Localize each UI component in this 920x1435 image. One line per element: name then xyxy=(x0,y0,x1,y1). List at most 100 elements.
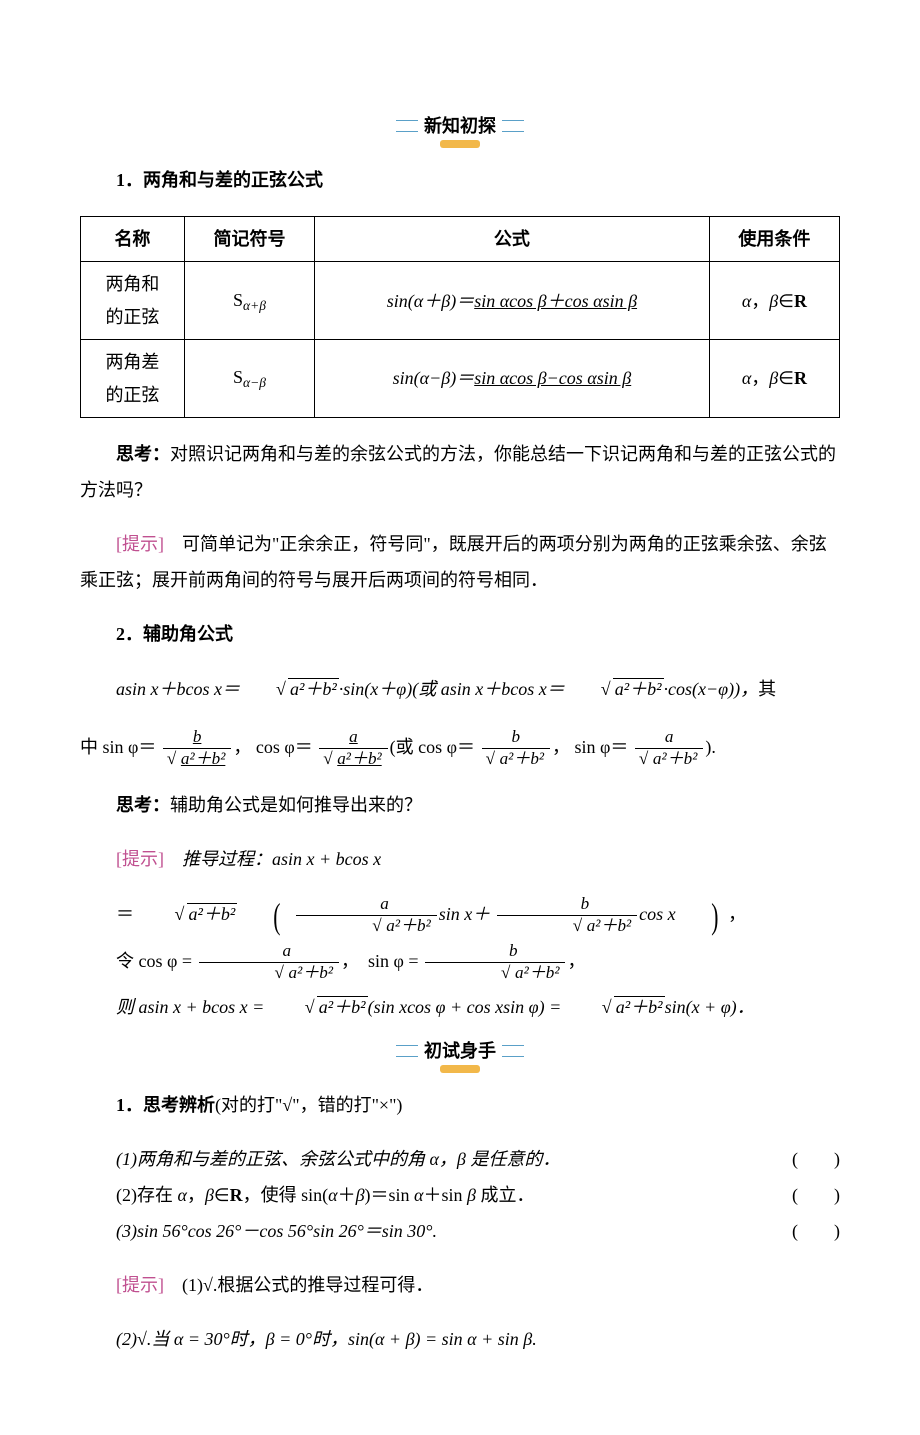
hint-text: (1)√.根据公式的推导过程可得． xyxy=(182,1275,433,1295)
page: 新知初探 1．两角和与差的正弦公式 名称 简记符号 公式 使用条件 两角和 的正… xyxy=(0,0,920,1435)
big-paren-right: ) xyxy=(690,898,719,934)
paren-blank: ( ) xyxy=(756,1141,840,1177)
part-a: 则 asin x + bcos x = xyxy=(116,997,264,1017)
den: a²＋b² xyxy=(585,915,633,935)
frac-b: b a²＋b² xyxy=(423,942,567,983)
frac-a-over-root: a a²＋b² xyxy=(317,728,389,769)
frac-a-over-root-2: a a²＋b² xyxy=(633,728,705,769)
aux-formula-line2: 中 sin φ＝ b a²＋b² ， cos φ＝ a a²＋b² (或 cos… xyxy=(80,728,840,769)
formula-lhs: sin(α＋β)＝ xyxy=(387,291,474,311)
big-paren-left: ( xyxy=(251,898,280,934)
banner-text: 新知初探 xyxy=(424,116,496,136)
num: a xyxy=(296,895,436,915)
name-line2: 的正弦 xyxy=(105,307,159,327)
den: a²＋b² xyxy=(335,748,383,768)
think-text: 对照识记两角和与差的余弦公式的方法，你能总结一下识记两角和与差的正弦公式的方法吗… xyxy=(80,444,836,500)
q1-title: 1．思考辨析(对的打"√"，错的打"×") xyxy=(80,1087,840,1123)
den: a²＋b² xyxy=(384,915,432,935)
root1: a²＋b² xyxy=(317,996,368,1017)
line2-pre: 中 sin φ＝ xyxy=(80,737,156,757)
banner-text: 初试身手 xyxy=(424,1041,496,1061)
paren-blank: ( ) xyxy=(756,1177,840,1213)
den: a²＋b² xyxy=(287,962,335,982)
pre: 令 cos φ = xyxy=(116,951,192,971)
part-b: (sin xcos φ + cos xsin φ) = xyxy=(368,997,562,1017)
banner-xinzhi: 新知初探 xyxy=(80,108,840,144)
num: b xyxy=(163,728,231,748)
num: b xyxy=(482,728,550,748)
aux-formula-line1: asin x＋bcos x＝a²＋b²·sin(x＋φ)(或 asin x＋bc… xyxy=(80,670,840,710)
item-text: (2)存在 α，β∈R，使得 sin(α＋β)＝sin α＋sin β 成立． xyxy=(80,1177,534,1213)
root-ab2: a²＋b² xyxy=(613,678,664,699)
sinxphi: ·sin(x＋φ) xyxy=(339,679,412,699)
cosphi: cos φ＝ xyxy=(256,737,313,757)
think-label: 思考： xyxy=(116,444,170,464)
cell-name: 两角和 的正弦 xyxy=(81,262,185,340)
cell-symbol: Sα−β xyxy=(184,340,314,418)
den: a²＋b² xyxy=(651,748,699,768)
frac-a: a a²＋b² xyxy=(197,942,341,983)
derive-line2: 令 cos φ = a a²＋b² ， sin φ = b a²＋b² ， xyxy=(80,942,840,983)
comma2: ， xyxy=(552,737,570,757)
hint-1: [提示] 可简单记为"正余余正，符号同"，既展开后的两项分别为两角的正弦乘余弦、… xyxy=(80,526,840,598)
cosx: cos x xyxy=(639,904,675,924)
sinx: sin x＋ xyxy=(439,904,491,924)
root: a²＋b² xyxy=(187,903,238,924)
tail: 其 xyxy=(758,679,776,699)
think-label: 思考： xyxy=(116,795,170,815)
derive-line1: ＝ a²＋b² ( a a²＋b² sin x＋ b a²＋b² cos x )… xyxy=(80,895,840,936)
cell-cond: α，β∈R xyxy=(709,340,839,418)
cell-formula: sin(α−β)＝sin αcos β−cos αsin β xyxy=(315,340,710,418)
think-text: 辅助角公式是如何推导出来的？ xyxy=(170,795,422,815)
root-ab: a²＋b² xyxy=(288,678,339,699)
num: b xyxy=(425,942,565,962)
banner-chushi: 初试身手 xyxy=(80,1033,840,1069)
frac-b-over-root: b a²＋b² xyxy=(161,728,233,769)
hint-label: [提示] xyxy=(116,849,164,869)
cosxphi: ·cos(x−φ))， xyxy=(664,679,759,699)
part-c: sin(x + φ)． xyxy=(665,997,755,1017)
q1-item-3: (3)sin 56°cos 26°－cos 56°sin 26°＝sin 30°… xyxy=(80,1213,840,1249)
den: a²＋b² xyxy=(513,962,561,982)
item-text: (3)sin 56°cos 26°－cos 56°sin 26°＝sin 30°… xyxy=(80,1213,437,1249)
sym-sub: α+β xyxy=(243,298,266,313)
think-2: 思考：辅助角公式是如何推导出来的？ xyxy=(80,787,840,823)
cell-formula: sin(α＋β)＝sin αcos β＋cos αsin β xyxy=(315,262,710,340)
or2: (或 cos φ＝ xyxy=(390,737,475,757)
name-line2: 的正弦 xyxy=(105,385,159,405)
den: a²＋b² xyxy=(179,748,227,768)
th-formula: 公式 xyxy=(315,217,710,262)
derive-line3: 则 asin x + bcos x = a²＋b²(sin xcos φ + c… xyxy=(80,989,840,1025)
num: a xyxy=(319,728,387,748)
sinphi: sin φ＝ xyxy=(575,737,629,757)
think-1: 思考：对照识记两角和与差的余弦公式的方法，你能总结一下识记两角和与差的正弦公式的… xyxy=(80,436,840,508)
q1-item-2: (2)存在 α，β∈R，使得 sin(α＋β)＝sin α＋sin β 成立． … xyxy=(80,1177,840,1213)
frac-b-over-root-2: b a²＋b² xyxy=(480,728,552,769)
frac-b: b a²＋b² xyxy=(495,895,639,936)
derive-line0: [提示] 推导过程：asin x + bcos x xyxy=(80,841,840,877)
table-header-row: 名称 简记符号 公式 使用条件 xyxy=(81,217,840,262)
aux-pre: asin x＋bcos x＝ xyxy=(116,679,240,699)
num: a xyxy=(199,942,339,962)
sym-main: S xyxy=(233,367,243,387)
frac-a: a a²＋b² xyxy=(294,895,438,936)
sym-sub: α−β xyxy=(243,375,266,390)
end: ， xyxy=(567,951,585,971)
item-text: (1)两角和与差的正弦、余弦公式中的角 α，β 是任意的． xyxy=(80,1141,560,1177)
hint-label: [提示] xyxy=(116,534,164,554)
th-name: 名称 xyxy=(81,217,185,262)
table-row: 两角和 的正弦 Sα+β sin(α＋β)＝sin αcos β＋cos αsi… xyxy=(81,262,840,340)
name-line1: 两角和 xyxy=(105,274,159,294)
period: . xyxy=(711,737,716,757)
hint-text: 可简单记为"正余余正，符号同"，既展开后的两项分别为两角的正弦乘余弦、余弦乘正弦… xyxy=(80,534,827,590)
th-symbol: 简记符号 xyxy=(184,217,314,262)
num: a xyxy=(635,728,703,748)
q1-hint-1: [提示] (1)√.根据公式的推导过程可得． xyxy=(80,1267,840,1303)
mid: ， sin φ = xyxy=(341,951,419,971)
table-row: 两角差 的正弦 Sα−β sin(α−β)＝sin αcos β−cos αsi… xyxy=(81,340,840,418)
num: b xyxy=(497,895,637,915)
section-2-title: 2．辅助角公式 xyxy=(80,616,840,652)
sine-formula-table: 名称 简记符号 公式 使用条件 两角和 的正弦 Sα+β sin(α＋β)＝si… xyxy=(80,216,840,418)
section-1-title: 1．两角和与差的正弦公式 xyxy=(80,162,840,198)
name-line1: 两角差 xyxy=(105,352,159,372)
